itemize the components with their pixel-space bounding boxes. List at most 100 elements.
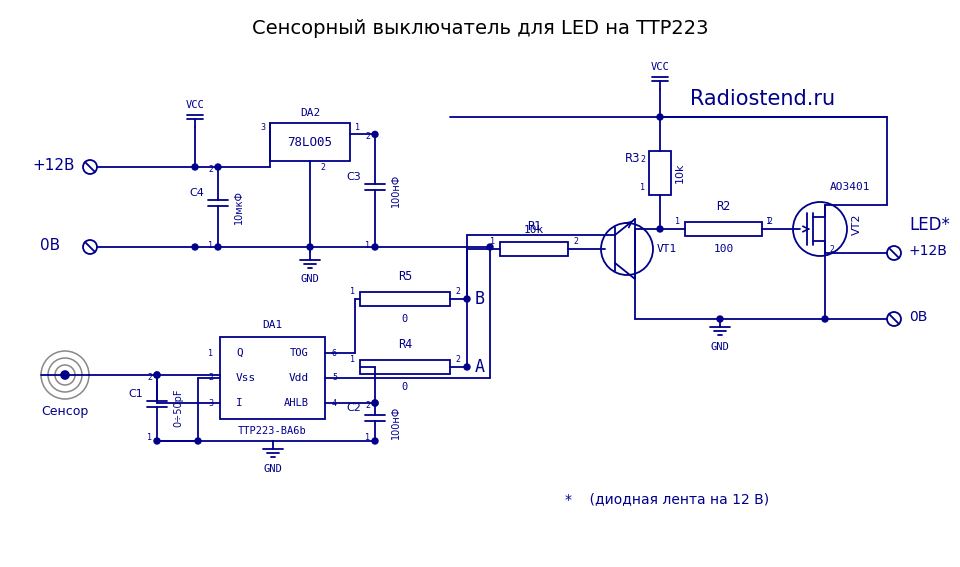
Text: 1: 1 [350,354,355,363]
Circle shape [195,438,201,444]
Text: 2: 2 [365,401,370,411]
Circle shape [372,132,378,137]
Text: 1: 1 [365,434,370,442]
FancyBboxPatch shape [685,222,762,236]
Text: C1: C1 [129,389,143,399]
Text: 100нФ: 100нФ [391,174,401,208]
Text: +12В: +12В [32,158,75,172]
Circle shape [154,372,160,378]
Circle shape [215,164,221,170]
Text: 2: 2 [829,244,834,253]
Text: 2: 2 [320,163,325,171]
Text: R5: R5 [397,270,412,284]
Circle shape [372,438,378,444]
Text: 1: 1 [355,124,360,133]
Text: 0В: 0В [40,238,60,252]
Text: I: I [236,398,243,408]
Text: 1: 1 [365,240,370,249]
Text: R3: R3 [625,153,640,166]
Text: Radiostend.ru: Radiostend.ru [690,89,835,109]
Text: 10мкФ: 10мкФ [234,190,244,224]
Text: DA1: DA1 [262,320,282,330]
Text: R1: R1 [527,219,541,232]
Text: Vdd: Vdd [289,373,309,383]
Text: 10k: 10k [675,163,685,183]
Circle shape [822,316,828,322]
Text: Q: Q [236,348,243,358]
Circle shape [372,400,378,406]
Text: TTP223-BA6b: TTP223-BA6b [238,426,307,436]
Text: 2: 2 [573,236,578,246]
Circle shape [372,400,378,406]
Text: 2: 2 [208,164,213,174]
Text: Vss: Vss [236,373,256,383]
Text: 2: 2 [455,286,460,295]
FancyBboxPatch shape [220,337,325,419]
Circle shape [307,244,313,250]
Circle shape [192,244,198,250]
Text: 2: 2 [208,374,213,383]
Text: VT2: VT2 [852,213,862,235]
Text: C2: C2 [347,403,361,413]
Text: 5: 5 [332,374,337,383]
Circle shape [717,316,723,322]
Text: GND: GND [263,464,282,474]
Text: C3: C3 [347,172,361,181]
FancyBboxPatch shape [500,242,568,256]
Text: TOG: TOG [290,348,309,358]
FancyBboxPatch shape [360,360,450,374]
Text: 2: 2 [147,374,152,383]
Text: GND: GND [710,342,730,352]
Text: AHLB: AHLB [284,398,309,408]
Text: 0В: 0В [909,310,927,324]
Text: C4: C4 [189,188,204,198]
Text: 1: 1 [490,236,495,246]
Text: 0÷50рF: 0÷50рF [173,389,183,428]
Text: 1: 1 [350,286,355,295]
Circle shape [154,372,160,378]
Text: R2: R2 [716,201,731,214]
Text: 100: 100 [713,244,733,254]
Circle shape [192,164,198,170]
Text: *    (диодная лента на 12 В): * (диодная лента на 12 В) [565,492,769,506]
Circle shape [657,226,663,232]
Circle shape [657,114,663,120]
Text: 2: 2 [455,354,460,363]
Circle shape [154,438,160,444]
Text: 78LO05: 78LO05 [287,136,332,149]
Text: 3: 3 [208,399,213,408]
Text: АО3401: АО3401 [830,182,871,192]
Circle shape [215,244,221,250]
Text: 0: 0 [402,382,408,392]
Text: A: A [475,358,485,376]
Text: VT1: VT1 [657,244,677,254]
Text: GND: GND [300,274,320,284]
Text: VCC: VCC [651,62,669,72]
Text: Сенсор: Сенсор [41,404,88,417]
Text: VCC: VCC [185,100,204,110]
Text: B: B [475,290,485,308]
Text: 0: 0 [402,314,408,324]
Text: Сенсорный выключатель для LED на TTP223: Сенсорный выключатель для LED на TTP223 [252,19,708,38]
Text: 4: 4 [332,399,337,408]
Text: 2: 2 [365,132,370,141]
Circle shape [61,371,69,379]
Circle shape [464,296,470,302]
FancyBboxPatch shape [649,151,671,195]
Text: 3: 3 [260,124,265,133]
Circle shape [464,364,470,370]
Text: 1: 1 [147,434,152,442]
Text: 1: 1 [640,183,645,192]
Text: DA2: DA2 [300,108,320,118]
Text: 2: 2 [640,154,645,163]
Text: R4: R4 [397,338,412,352]
Circle shape [372,244,378,250]
Text: 1: 1 [766,217,771,226]
Text: +12В: +12В [909,244,948,258]
Text: 100нФ: 100нФ [391,405,401,439]
Text: 1: 1 [675,217,680,226]
Text: 10k: 10k [524,225,544,235]
Text: 1: 1 [208,240,213,249]
FancyBboxPatch shape [360,292,450,306]
Circle shape [487,244,493,250]
